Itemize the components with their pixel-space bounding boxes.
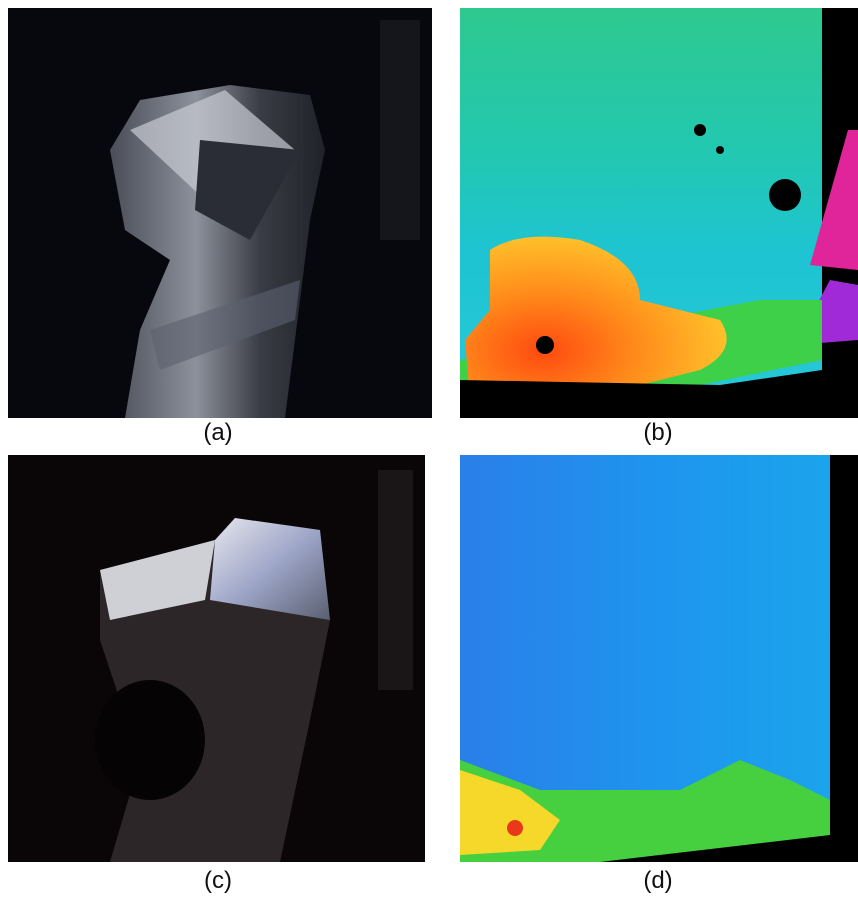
panel-label: (d) xyxy=(643,867,672,894)
panel-label: (a) xyxy=(203,419,232,446)
photo-a xyxy=(8,8,432,418)
panel-label: (c) xyxy=(204,867,232,894)
photo-c xyxy=(8,455,425,862)
heatmap-b xyxy=(460,8,858,418)
page: (a) (b) (c) (d) (() => { const data = JS… xyxy=(0,0,858,898)
heatmap-d xyxy=(460,455,858,862)
panel-label: (b) xyxy=(643,419,672,446)
figure: (a) (b) (c) (d) xyxy=(0,0,858,898)
